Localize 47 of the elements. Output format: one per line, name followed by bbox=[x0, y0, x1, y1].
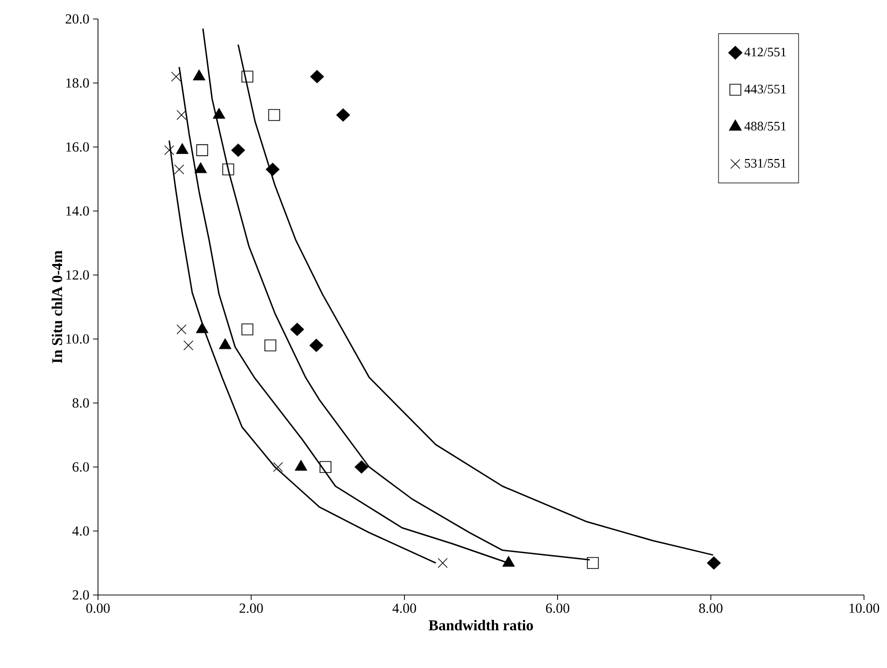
point bbox=[273, 462, 283, 472]
point bbox=[310, 70, 324, 84]
y-axis-title: In Situ chlA 0-4m bbox=[52, 250, 62, 364]
x-tick-label: 10.00 bbox=[850, 604, 880, 613]
y-tick-label: 8.0 bbox=[72, 398, 89, 408]
point bbox=[586, 557, 599, 569]
y-tick-label: 6.0 bbox=[72, 462, 89, 472]
point bbox=[320, 461, 332, 473]
point bbox=[354, 460, 369, 474]
point bbox=[164, 145, 174, 156]
y-tick-label: 20.0 bbox=[66, 14, 89, 24]
point bbox=[290, 322, 304, 336]
point bbox=[268, 109, 280, 121]
y-tick-label: 12.0 bbox=[66, 270, 89, 280]
point bbox=[196, 144, 208, 156]
point bbox=[241, 323, 254, 336]
point bbox=[183, 340, 194, 350]
y-tick-label: 18.0 bbox=[66, 78, 89, 88]
point bbox=[438, 558, 448, 568]
point bbox=[241, 70, 254, 82]
x-tick-label: 2.00 bbox=[240, 604, 263, 613]
y-tick-label: 14.0 bbox=[66, 206, 89, 216]
legend-label: 488/551 bbox=[744, 122, 786, 131]
x-axis-title: Bandwidth ratio bbox=[428, 620, 533, 630]
point bbox=[231, 143, 246, 157]
x-tick-label: 6.00 bbox=[546, 604, 570, 613]
y-tick-label: 4.0 bbox=[72, 526, 89, 536]
point bbox=[176, 110, 186, 120]
point bbox=[309, 338, 324, 352]
y-tick-label: 10.0 bbox=[66, 334, 89, 344]
point bbox=[171, 72, 182, 82]
line-series bbox=[168, 140, 437, 564]
point bbox=[266, 162, 280, 176]
x-tick-label: 0.00 bbox=[86, 604, 110, 613]
legend-label: 531/551 bbox=[744, 158, 786, 168]
legend-label: 443/551 bbox=[744, 84, 786, 94]
point bbox=[222, 163, 234, 176]
x-tick-label: 8.00 bbox=[699, 604, 722, 613]
point bbox=[174, 164, 184, 174]
y-tick-label: 2.0 bbox=[72, 590, 89, 600]
point bbox=[336, 108, 350, 122]
legend-label: 412/551 bbox=[744, 48, 786, 56]
point bbox=[706, 556, 721, 570]
point bbox=[176, 324, 186, 334]
y-tick-label: 16.0 bbox=[66, 142, 89, 152]
x-tick-label: 4.00 bbox=[392, 604, 416, 613]
point bbox=[264, 340, 276, 352]
